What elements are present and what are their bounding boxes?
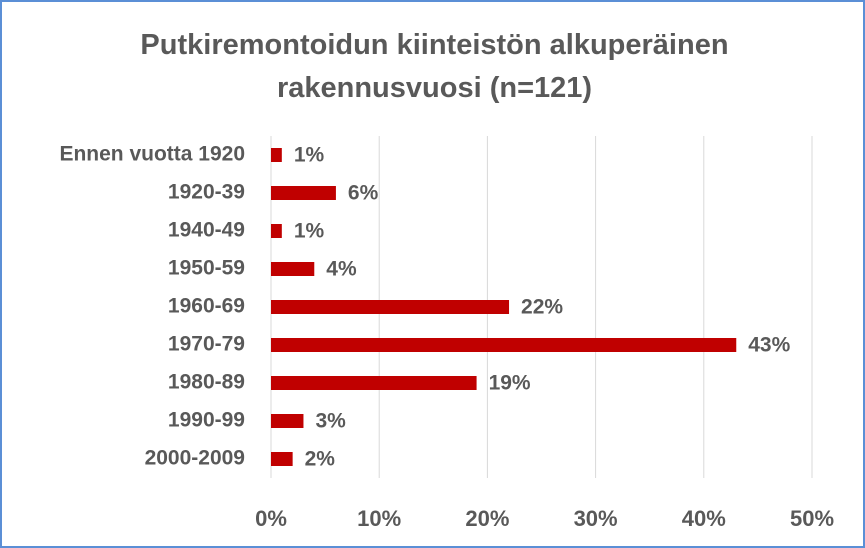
data-label: 1% xyxy=(294,144,325,167)
y-tick-label: 1960-69 xyxy=(168,295,245,318)
data-label: 3% xyxy=(315,410,346,433)
x-tick-label: 20% xyxy=(465,506,509,531)
y-tick-label: Ennen vuotta 1920 xyxy=(59,143,245,166)
bar xyxy=(271,414,304,428)
y-tick-label: 1970-79 xyxy=(168,333,245,356)
data-label: 43% xyxy=(748,334,790,357)
bar xyxy=(271,224,282,238)
bar xyxy=(271,452,293,466)
bar xyxy=(271,300,510,314)
x-tick-label: 40% xyxy=(682,506,726,531)
bar xyxy=(271,376,477,390)
bar xyxy=(271,148,282,162)
chart-title: Putkiremontoidun kiinteistön alkuperäine… xyxy=(140,29,729,104)
data-label: 4% xyxy=(326,258,357,281)
y-tick-label: 1980-89 xyxy=(168,371,245,394)
y-tick-label: 2000-2009 xyxy=(145,447,245,470)
x-tick-label: 10% xyxy=(357,506,401,531)
data-label: 22% xyxy=(521,296,563,319)
bar xyxy=(271,338,737,352)
data-label: 6% xyxy=(348,182,379,205)
y-tick-label: 1940-49 xyxy=(168,219,245,242)
x-tick-label: 50% xyxy=(790,506,834,531)
y-tick-label: 1990-99 xyxy=(168,409,245,432)
y-tick-label: 1920-39 xyxy=(168,181,245,204)
bar xyxy=(271,186,336,200)
y-tick-label: 1950-59 xyxy=(168,257,245,280)
x-tick-label: 30% xyxy=(574,506,618,531)
data-label: 1% xyxy=(294,220,325,243)
x-tick-label: 0% xyxy=(255,506,287,531)
data-label: 19% xyxy=(489,372,531,395)
bar xyxy=(271,262,315,276)
data-label: 2% xyxy=(305,448,336,471)
